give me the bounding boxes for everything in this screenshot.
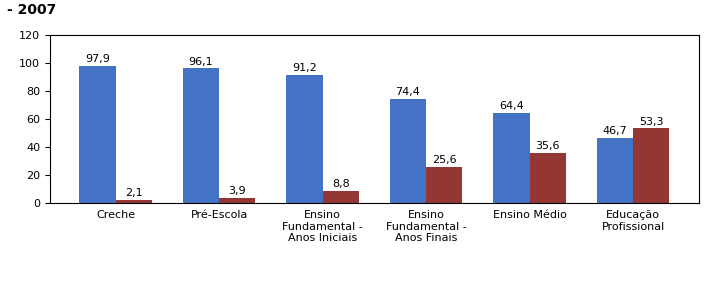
Bar	[493, 113, 530, 203]
Text: 74,4: 74,4	[396, 87, 421, 97]
Bar	[530, 153, 566, 203]
Bar	[287, 75, 322, 203]
Text: - 2007: - 2007	[7, 3, 56, 17]
Text: 64,4: 64,4	[499, 101, 524, 111]
Bar	[322, 191, 359, 203]
Bar	[219, 197, 255, 203]
Bar	[116, 200, 152, 203]
Text: 46,7: 46,7	[602, 126, 627, 136]
Bar	[633, 128, 670, 203]
Text: 35,6: 35,6	[535, 142, 560, 151]
Text: 3,9: 3,9	[228, 186, 246, 196]
Bar	[426, 167, 462, 203]
Text: 25,6: 25,6	[432, 155, 456, 165]
Bar	[390, 99, 426, 203]
Text: 53,3: 53,3	[639, 117, 663, 127]
Text: 97,9: 97,9	[85, 54, 110, 64]
Text: 2,1: 2,1	[125, 188, 143, 198]
Text: 8,8: 8,8	[332, 179, 349, 189]
Bar	[79, 66, 116, 203]
Text: 91,2: 91,2	[292, 64, 317, 73]
Text: 96,1: 96,1	[189, 57, 213, 67]
Bar	[597, 137, 633, 203]
Bar	[183, 68, 219, 203]
